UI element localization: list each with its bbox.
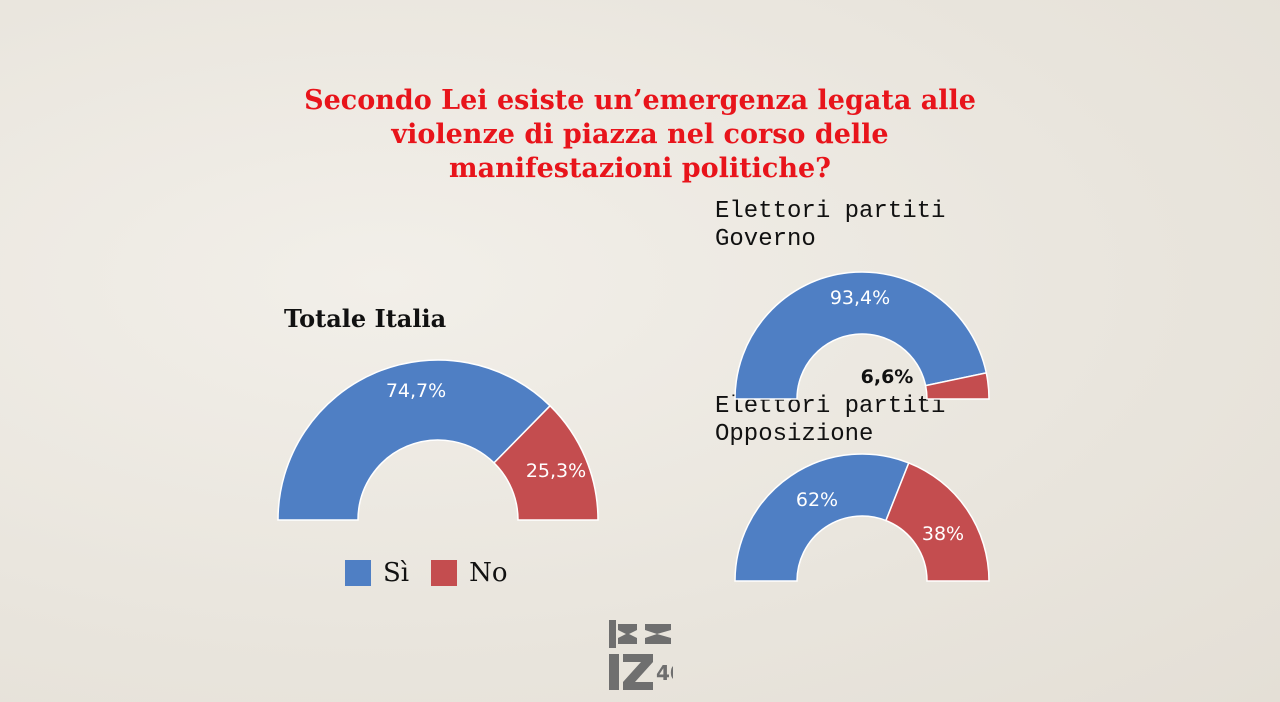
legend-item-no: No xyxy=(431,558,508,588)
survey-question-title: Secondo Lei esiste un’emergenza legata a… xyxy=(240,84,1040,186)
legend: Sì No xyxy=(345,558,530,588)
chart-title-totale: Totale Italia xyxy=(284,304,446,333)
legend-label-si: Sì xyxy=(383,558,410,588)
data-label-si: 74,7% xyxy=(386,380,446,402)
legend-swatch-si xyxy=(345,560,371,586)
slice-si xyxy=(277,359,552,521)
chart-title-governo: Elettori partiti Governo xyxy=(715,198,945,254)
title-line-3: manifestazioni politiche? xyxy=(449,153,831,184)
donut-chart-totale: 74,7% 25,3% xyxy=(277,359,599,521)
title-line-2: violenze di piazza nel corso delle xyxy=(391,119,889,150)
data-label-no: 25,3% xyxy=(526,460,586,482)
donut-chart-opposizione: 62% 38% xyxy=(734,453,990,582)
chart-title-line: Opposizione xyxy=(715,421,874,448)
title-line-1: Secondo Lei esiste un’emergenza legata a… xyxy=(304,85,976,116)
legend-swatch-no xyxy=(431,560,458,586)
chart-title-line: Totale Italia xyxy=(284,304,447,333)
donut-chart-governo: 93,4% 6,6% xyxy=(734,271,990,400)
slice-no xyxy=(924,371,990,400)
slice-no xyxy=(492,404,599,521)
data-label-no: 6,6% xyxy=(861,366,914,388)
chart-title-opposizione: Elettori partiti Opposizione xyxy=(715,393,945,449)
legend-item-si: Sì xyxy=(345,558,409,588)
slice-no xyxy=(884,461,990,582)
chart-title-line: Elettori partiti xyxy=(715,198,946,225)
izi-logo-icon: 40 xyxy=(609,620,673,690)
slice-si xyxy=(734,453,910,582)
data-label-no: 38% xyxy=(922,523,964,545)
chart-title-line: Governo xyxy=(715,226,816,253)
svg-text:40: 40 xyxy=(656,661,673,685)
data-label-si: 93,4% xyxy=(830,287,890,309)
slice-si xyxy=(734,271,988,400)
data-label-si: 62% xyxy=(796,489,838,511)
legend-label-no: No xyxy=(469,558,508,588)
